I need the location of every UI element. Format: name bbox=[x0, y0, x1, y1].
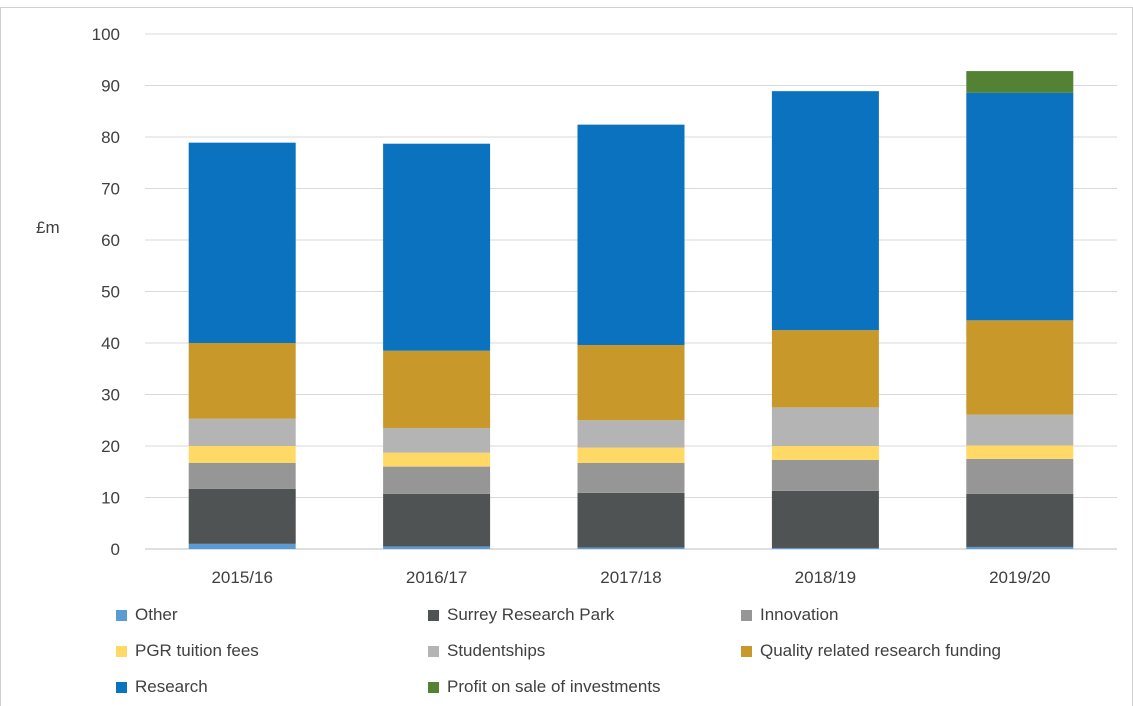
x-tick-label-2019-20: 2019/20 bbox=[989, 568, 1050, 587]
bar-surrey-research-park-2015-16 bbox=[188, 488, 296, 544]
bar-surrey-research-park-2017-18 bbox=[577, 492, 685, 548]
bar-quality-related-research-funding-2015-16 bbox=[188, 343, 296, 419]
legend-label-profit-on-sale-of-investments: Profit on sale of investments bbox=[447, 677, 661, 696]
y-axis-ticks: 0 10 20 30 40 50 60 70 80 90 100 bbox=[92, 25, 120, 559]
x-tick-label-2016-17: 2016/17 bbox=[406, 568, 467, 587]
legend-label-pgr-tuition-fees: PGR tuition fees bbox=[135, 641, 259, 660]
bar-research-2015-16 bbox=[188, 142, 296, 343]
bars bbox=[188, 71, 1074, 549]
legend-label-innovation: Innovation bbox=[760, 605, 839, 624]
bar-quality-related-research-funding-2019-20 bbox=[966, 320, 1074, 415]
legend-item-pgr-tuition-fees: PGR tuition fees bbox=[116, 640, 259, 662]
legend-swatch-research bbox=[116, 681, 127, 693]
bar-innovation-2015-16 bbox=[188, 462, 296, 489]
bar-innovation-2019-20 bbox=[966, 458, 1074, 494]
bar-pgr-tuition-fees-2015-16 bbox=[188, 446, 296, 463]
bar-research-2016-17 bbox=[383, 143, 491, 351]
y-tick-label-90: 90 bbox=[101, 77, 120, 96]
x-tick-label-2017-18: 2017/18 bbox=[600, 568, 661, 587]
y-tick-label-70: 70 bbox=[101, 180, 120, 199]
bar-studentships-2017-18 bbox=[577, 420, 685, 448]
x-tick-label-2015-16: 2015/16 bbox=[211, 568, 272, 587]
bar-other-2018-19 bbox=[771, 547, 879, 549]
legend-swatch-innovation bbox=[741, 609, 752, 621]
y-tick-label-40: 40 bbox=[101, 334, 120, 353]
legend-item-studentships: Studentships bbox=[428, 640, 545, 662]
legend-swatch-other bbox=[116, 609, 127, 621]
legend-label-quality-related-research-funding: Quality related research funding bbox=[760, 641, 1001, 660]
bar-studentships-2016-17 bbox=[383, 427, 491, 453]
legend-label-surrey-research-park: Surrey Research Park bbox=[447, 605, 615, 624]
bar-studentships-2018-19 bbox=[771, 407, 879, 446]
y-tick-label-60: 60 bbox=[101, 231, 120, 250]
frame-border-left bbox=[0, 7, 1, 706]
y-tick-label-0: 0 bbox=[111, 540, 120, 559]
legend-swatch-pgr-tuition-fees bbox=[116, 645, 127, 657]
legend-item-innovation: Innovation bbox=[741, 604, 838, 626]
y-axis-label: £m bbox=[36, 218, 60, 237]
y-tick-label-50: 50 bbox=[101, 283, 120, 302]
bar-studentships-2015-16 bbox=[188, 418, 296, 446]
bar-innovation-2018-19 bbox=[771, 459, 879, 491]
legend-swatch-profit-on-sale-of-investments bbox=[428, 681, 439, 693]
y-tick-label-20: 20 bbox=[101, 437, 120, 456]
bar-profit-on-sale-of-investments-2019-20 bbox=[966, 71, 1074, 93]
bar-other-2019-20 bbox=[966, 546, 1074, 549]
bar-innovation-2017-18 bbox=[577, 462, 685, 493]
y-tick-label-80: 80 bbox=[101, 128, 120, 147]
x-tick-label-2018-19: 2018/19 bbox=[795, 568, 856, 587]
bar-other-2015-16 bbox=[188, 543, 296, 549]
x-axis-ticks: 2015/16 2016/17 2017/18 2018/19 2019/20 bbox=[211, 568, 1050, 587]
bar-other-2017-18 bbox=[577, 547, 685, 549]
bar-pgr-tuition-fees-2018-19 bbox=[771, 446, 879, 460]
bar-quality-related-research-funding-2016-17 bbox=[383, 350, 491, 428]
y-tick-label-100: 100 bbox=[92, 25, 120, 44]
legend-item-surrey-research-park: Surrey Research Park bbox=[428, 604, 614, 626]
bar-other-2016-17 bbox=[383, 546, 491, 549]
legend-label-studentships: Studentships bbox=[447, 641, 546, 660]
bar-studentships-2019-20 bbox=[966, 414, 1074, 446]
legend-item-quality-related-research-funding: Quality related research funding bbox=[741, 640, 1001, 662]
bar-research-2019-20 bbox=[966, 92, 1074, 321]
bar-surrey-research-park-2018-19 bbox=[771, 490, 879, 548]
y-tick-label-30: 30 bbox=[101, 386, 120, 405]
bar-innovation-2016-17 bbox=[383, 466, 491, 494]
legend-item-research: Research bbox=[116, 676, 208, 698]
bar-surrey-research-park-2016-17 bbox=[383, 493, 491, 547]
bar-quality-related-research-funding-2017-18 bbox=[577, 345, 685, 421]
legend-swatch-quality-related-research-funding bbox=[741, 645, 752, 657]
bar-quality-related-research-funding-2018-19 bbox=[771, 330, 879, 408]
legend-item-profit-on-sale-of-investments: Profit on sale of investments bbox=[428, 676, 661, 698]
legend-swatch-studentships bbox=[428, 645, 439, 657]
legend-swatch-surrey-research-park bbox=[428, 609, 439, 621]
bar-research-2017-18 bbox=[577, 124, 685, 346]
y-tick-label-10: 10 bbox=[101, 489, 120, 508]
legend-item-other: Other bbox=[116, 604, 178, 626]
bar-surrey-research-park-2019-20 bbox=[966, 493, 1074, 547]
frame-border-top bbox=[0, 7, 1133, 8]
bar-pgr-tuition-fees-2019-20 bbox=[966, 445, 1074, 459]
bar-pgr-tuition-fees-2017-18 bbox=[577, 447, 685, 463]
bar-pgr-tuition-fees-2016-17 bbox=[383, 452, 491, 467]
legend-label-other: Other bbox=[135, 605, 178, 624]
bar-research-2018-19 bbox=[771, 91, 879, 331]
legend-label-research: Research bbox=[135, 677, 208, 696]
